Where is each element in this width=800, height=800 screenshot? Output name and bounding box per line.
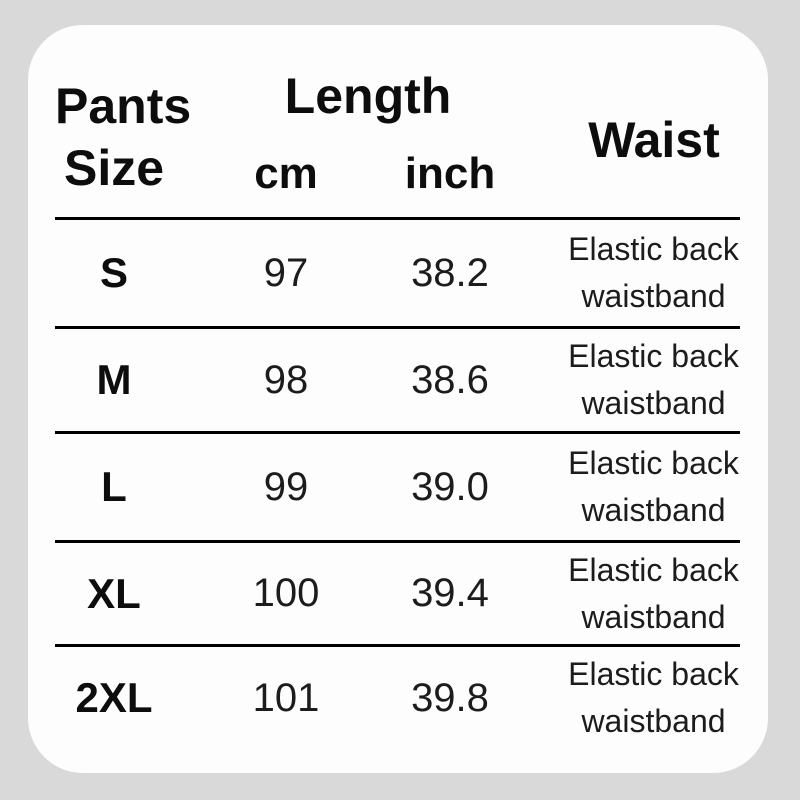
size-cell: L <box>101 463 127 510</box>
table-row: S 97 38.2 Elastic back waistband <box>55 217 740 326</box>
waist-text-line2: waistband <box>581 598 726 635</box>
size-cell: M <box>96 356 132 403</box>
size-cell: XL <box>87 569 141 617</box>
size-cell: S <box>99 249 128 296</box>
length-cm-cell: 101 <box>252 675 320 720</box>
length-cm-cell: 97 <box>263 250 309 295</box>
waist-text-line1: Elastic back <box>568 338 739 374</box>
header-length-inch: inch <box>404 149 496 198</box>
size-cell: 2XL <box>75 674 153 721</box>
length-inch-cell: 39.8 <box>411 675 489 720</box>
size-chart-table: Pants Size Length cm inch Waist S 97 38.… <box>55 25 740 773</box>
waist-cell: Elastic back waistband <box>501 647 740 749</box>
waist-text-line2: waistband <box>581 385 726 421</box>
length-inch-cell: 39.4 <box>411 571 489 615</box>
waist-cell: Elastic back waistband <box>501 220 740 326</box>
waist-text-line1: Elastic back <box>568 551 739 588</box>
length-inch-cell: 38.6 <box>411 357 489 402</box>
waist-text-line2: waistband <box>581 703 726 739</box>
waist-cell: Elastic back waistband <box>501 329 740 431</box>
header-length-group: Length <box>284 68 452 124</box>
table-header: Pants Size Length cm inch Waist <box>55 25 740 217</box>
waist-text: Elastic back waistband <box>568 547 739 641</box>
table-row: XL 100 39.4 Elastic back waistband <box>55 540 740 644</box>
waist-text: Elastic back waistband <box>568 440 739 534</box>
waist-text: Elastic back waistband <box>568 226 739 320</box>
header-pants-size-line2: Size <box>63 140 165 196</box>
table-row: 2XL 101 39.8 Elastic back waistband <box>55 644 740 749</box>
size-chart-card: Pants Size Length cm inch Waist S 97 38.… <box>28 25 768 773</box>
header-length-cm: cm <box>254 149 318 198</box>
table-row: M 98 38.6 Elastic back waistband <box>55 326 740 431</box>
length-cm-cell: 98 <box>263 357 309 402</box>
header-pants-size-line1: Pants <box>55 78 192 134</box>
length-cm-cell: 100 <box>252 571 320 615</box>
waist-text-line2: waistband <box>581 492 726 528</box>
waist-text-line1: Elastic back <box>568 445 739 481</box>
waist-text-line1: Elastic back <box>568 656 739 692</box>
waist-cell: Elastic back waistband <box>501 434 740 540</box>
header-waist: Waist <box>588 112 720 168</box>
length-inch-cell: 38.2 <box>411 250 489 295</box>
waist-text-line1: Elastic back <box>568 231 739 267</box>
waist-cell: Elastic back waistband <box>501 543 740 644</box>
waist-text-line2: waistband <box>581 278 726 314</box>
waist-text: Elastic back waistband <box>568 333 739 427</box>
header-pants-size: Pants Size <box>55 75 192 199</box>
length-inch-cell: 39.0 <box>411 464 489 509</box>
waist-text: Elastic back waistband <box>568 651 739 745</box>
length-cm-cell: 99 <box>263 464 309 509</box>
table-row: L 99 39.0 Elastic back waistband <box>55 431 740 540</box>
